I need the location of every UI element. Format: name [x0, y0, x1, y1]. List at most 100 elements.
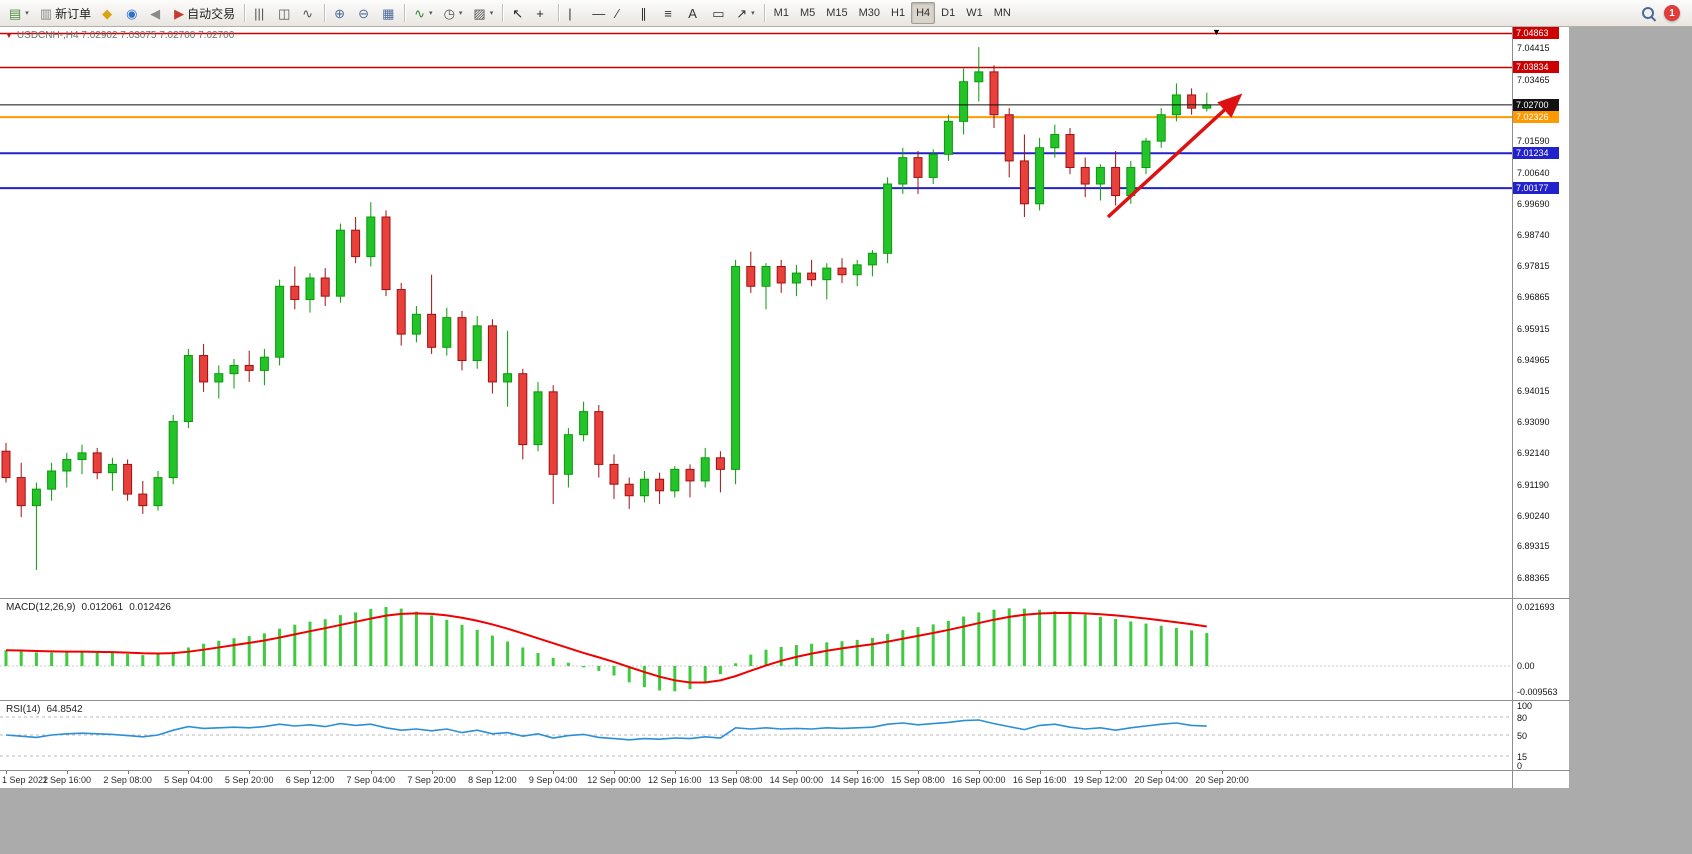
trend-arrow-object[interactable]	[1106, 93, 1243, 219]
tile-windows-icon: ▦	[382, 5, 395, 21]
tf-m5-button[interactable]: M5	[795, 2, 820, 24]
tf-m5-label: M5	[799, 7, 816, 19]
macd-panel: MACD(12,26,9) 0.012061 0.012426	[0, 598, 1512, 700]
periods-button[interactable]: ◷ ▾	[439, 2, 468, 24]
tf-h1-button[interactable]: H1	[886, 2, 910, 24]
rsi-panel: RSI(14) 64.8542	[0, 700, 1512, 770]
toolbar-separator	[558, 4, 560, 22]
periods-caret-icon: ▾	[458, 10, 463, 17]
time-tick	[370, 771, 372, 774]
price-label: 6.98740	[1517, 230, 1550, 241]
notification-badge[interactable]: 1	[1664, 5, 1680, 21]
time-axis[interactable]: 1 Sep 2022 1 Sep 16:00 2 Sep 08:00 5 Sep 04…	[0, 770, 1512, 788]
sound-button[interactable]: ◀	[145, 2, 168, 24]
tf-h4-button[interactable]: H4	[911, 2, 936, 24]
new-chart-icon: ▤	[9, 5, 22, 21]
bar-chart-button[interactable]: |||	[249, 2, 272, 24]
candle-body	[731, 265, 741, 470]
tf-d1-button[interactable]: D1	[936, 2, 960, 24]
price-chart-panel: ▼ USDCNH-,H4 7.02902 7.03075 7.02700 7.0…	[0, 27, 1512, 598]
time-tick	[1222, 771, 1223, 774]
time-label: 16 Sep 00:00	[952, 775, 1006, 785]
candle-body	[503, 373, 513, 383]
time-tick	[674, 771, 676, 774]
new-chart-button[interactable]: ▤ ▾	[4, 2, 34, 24]
price-label: 7.03465	[1517, 74, 1550, 85]
candle-body	[62, 458, 72, 472]
candle-body	[351, 229, 361, 258]
candle-body	[989, 71, 999, 116]
price-scale-macd: 0.021693 0.00 -0.009563	[1513, 598, 1570, 700]
crosshair-button[interactable]: +	[531, 2, 554, 24]
line-chart-button[interactable]: ∿	[297, 2, 320, 24]
cursor-button[interactable]: ↖	[507, 2, 530, 24]
price-box-label: 7.03834	[1513, 61, 1559, 74]
tf-m1-button[interactable]: M1	[769, 2, 794, 24]
equidistant-channel-button[interactable]: ∥	[635, 2, 658, 24]
time-label: 1 Sep 2022	[2, 775, 49, 785]
tile-windows-button[interactable]: ▦	[377, 2, 400, 24]
tf-w1-button[interactable]: W1	[961, 2, 988, 24]
arrows-caret-icon: ▾	[751, 10, 755, 17]
new-order-button[interactable]: ▥ 新订单	[35, 2, 96, 24]
community-button[interactable]: ◉	[121, 2, 144, 24]
fibonacci-icon: ≡	[664, 5, 672, 21]
price-scale-column[interactable]: 7.04415 7.03465 7.01590 7.00640 6.99690 6.987…	[1512, 27, 1570, 788]
candle-body	[427, 313, 437, 348]
text-button[interactable]: A	[683, 2, 706, 24]
rsi-scale-label: 50	[1517, 731, 1528, 741]
vertical-line-button[interactable]: |	[563, 2, 586, 24]
candle-body	[533, 391, 543, 446]
tf-h4-label: H4	[916, 7, 931, 19]
chart-shift-marker-icon[interactable]: ▼	[1212, 27, 1221, 37]
rsi-canvas	[0, 716, 1512, 757]
price-label: 7.01590	[1517, 136, 1550, 147]
candle-body	[411, 313, 421, 335]
indicators-icon: ∿	[414, 5, 426, 21]
indicators-button[interactable]: ∿ ▾	[409, 2, 437, 24]
tf-d1-label: D1	[941, 7, 956, 19]
time-tick	[6, 771, 7, 774]
search-icon[interactable]	[1641, 6, 1656, 21]
tf-mn-label: MN	[993, 7, 1011, 19]
text-label-button[interactable]: ▭	[707, 2, 730, 24]
tf-m15-button[interactable]: M15	[821, 2, 852, 24]
tf-mn-button[interactable]: MN	[989, 2, 1016, 24]
workspace-background-bottom	[0, 788, 1570, 854]
trendline-button[interactable]: ∕	[611, 2, 634, 24]
templates-button[interactable]: ▨ ▾	[468, 2, 498, 24]
time-label: 1 Sep 16:00	[42, 775, 92, 785]
equidistant-channel-icon: ∥	[640, 5, 647, 21]
rsi-scale-label: 100	[1517, 701, 1533, 711]
tf-m30-button[interactable]: M30	[854, 2, 885, 24]
time-tick	[310, 771, 311, 774]
alerts-button[interactable]: ◆	[97, 2, 120, 24]
zoom-out-button[interactable]: ⊖	[353, 2, 376, 24]
time-label: 5 Sep 04:00	[164, 775, 213, 785]
arrows-button[interactable]: ↗ ▾	[731, 2, 759, 24]
candle-body	[487, 325, 497, 383]
candle-body	[244, 364, 254, 371]
candle-body	[928, 153, 938, 178]
candle-body	[305, 277, 315, 300]
candle-body	[1, 450, 11, 479]
candle-body	[31, 488, 41, 507]
price-chart-canvas	[0, 32, 1512, 570]
candle-chart-button[interactable]: ◫	[273, 2, 296, 24]
candle-body	[715, 457, 725, 470]
horizontal-line-button[interactable]: —	[587, 2, 610, 24]
indicators-caret-icon: ▾	[429, 10, 433, 17]
time-label: 8 Sep 12:00	[468, 775, 517, 785]
candle-body	[579, 411, 589, 436]
one-click-trading-expander-icon[interactable]: ▼	[5, 31, 13, 40]
text-label-icon: ▭	[712, 5, 725, 21]
autotrade-button[interactable]: ▶ 自动交易	[169, 2, 240, 24]
fibonacci-button[interactable]: ≡	[659, 2, 682, 24]
time-tick	[127, 771, 129, 774]
price-label: 7.00640	[1517, 167, 1550, 178]
candle-body	[655, 478, 665, 492]
macd-label: MACD(12,26,9) 0.012061 0.012426	[6, 602, 171, 613]
candle-body	[594, 411, 604, 465]
templates-icon: ▨	[473, 5, 486, 21]
zoom-in-button[interactable]: ⊕	[329, 2, 352, 24]
